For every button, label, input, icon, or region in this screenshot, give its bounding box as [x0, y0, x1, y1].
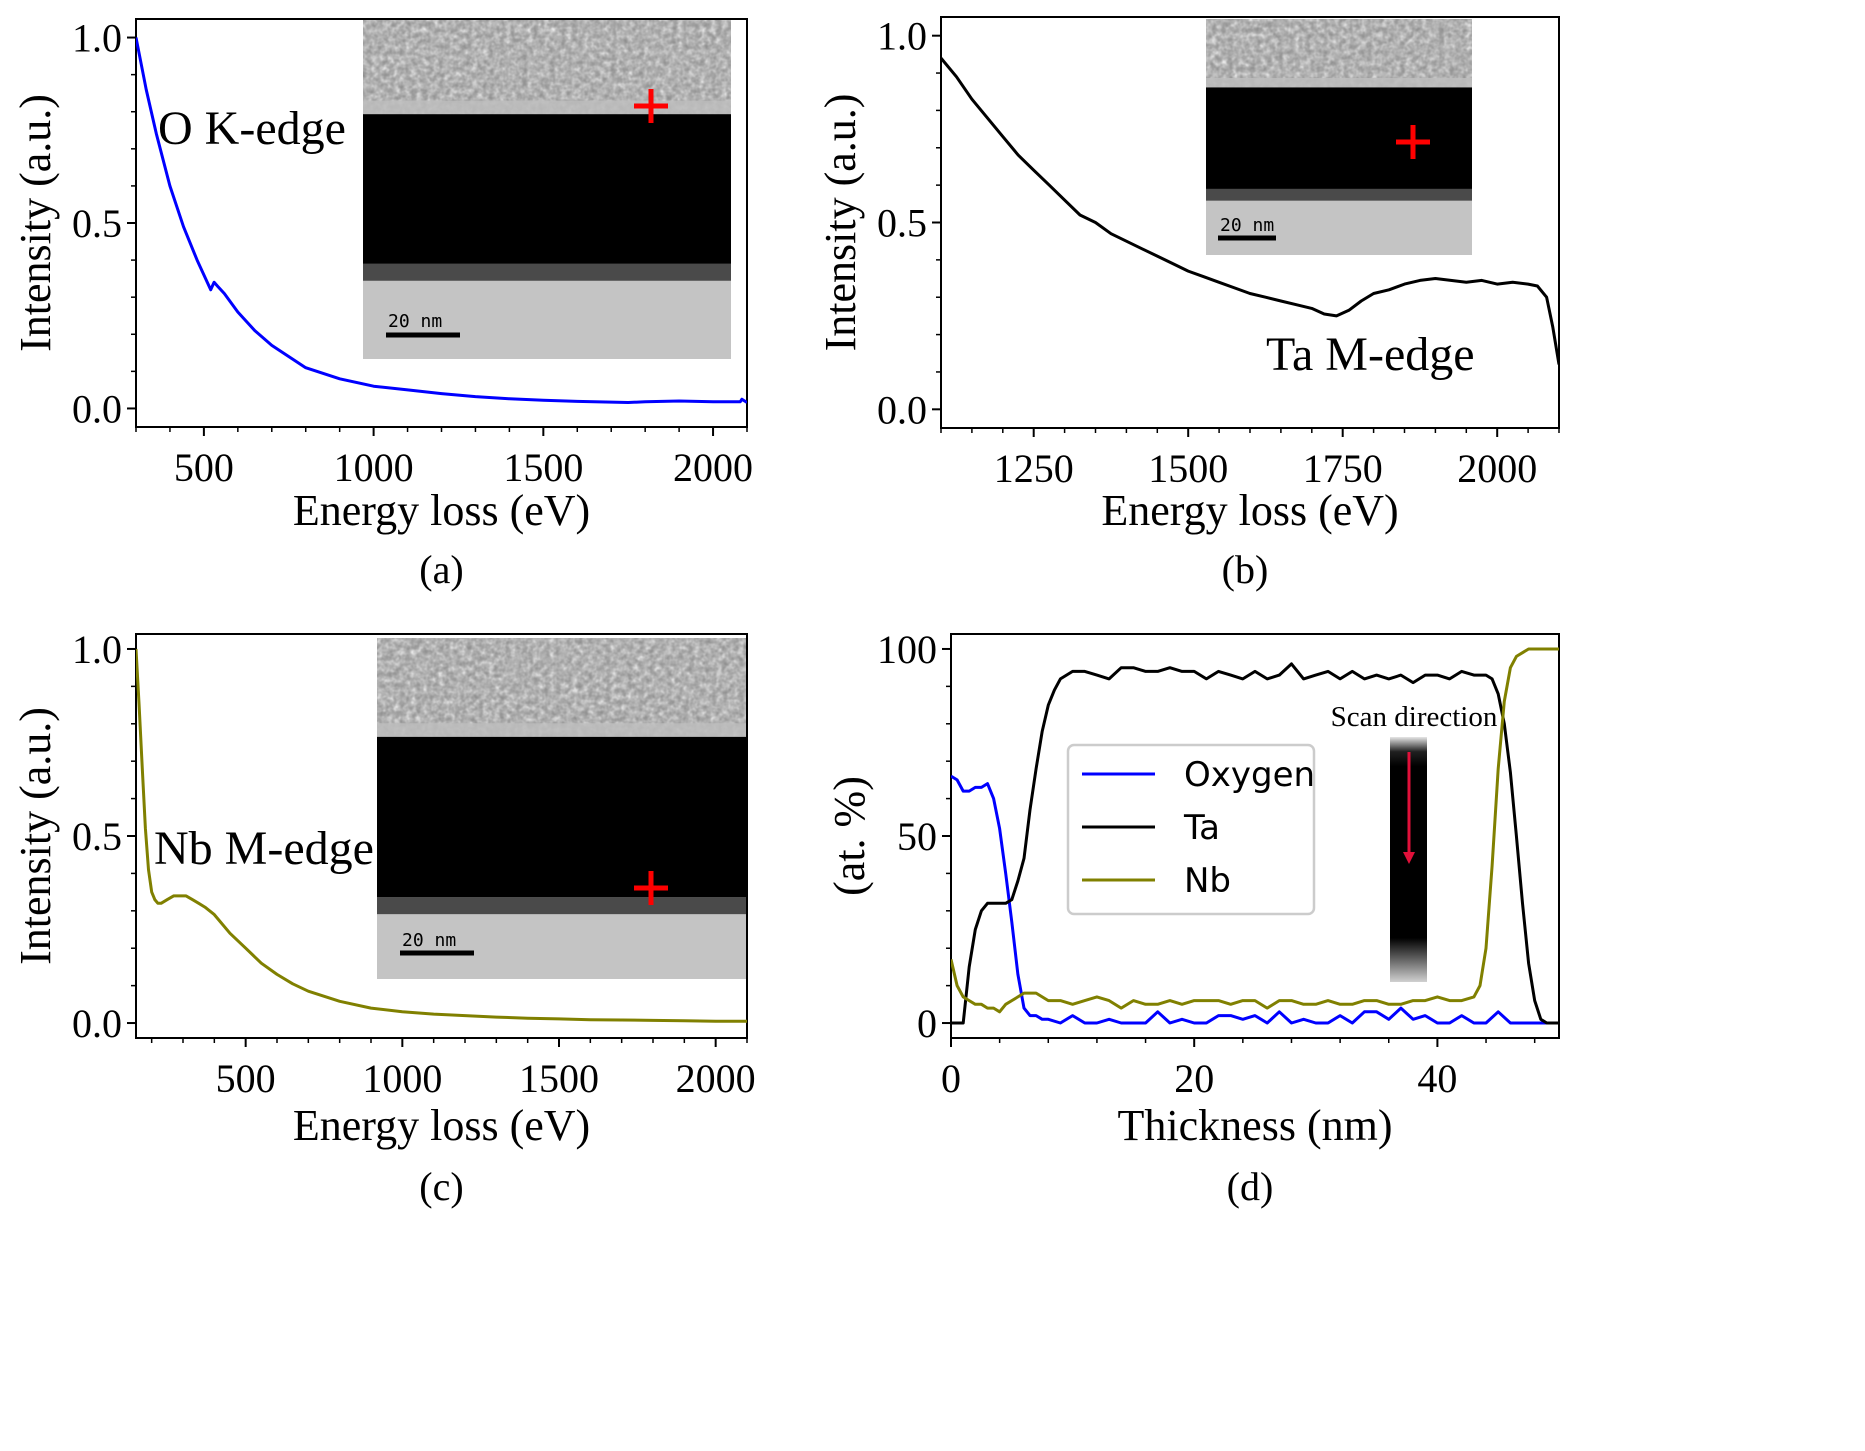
inset-interface-band	[1206, 188, 1472, 201]
panel-label: (c)	[419, 1164, 463, 1209]
y-axis-title: Intensity (a.u.)	[11, 707, 60, 965]
y-tick-label: 0	[917, 1001, 937, 1046]
series-line-nb	[951, 647, 1559, 1014]
scale-bar-label: 20 nm	[1220, 215, 1274, 236]
x-tick-label: 1000	[362, 1056, 442, 1101]
panel-label: (d)	[1227, 1164, 1274, 1209]
x-tick-label: 2000	[676, 1056, 756, 1101]
edge-annotation: Nb M-edge	[154, 822, 374, 875]
legend-label-oxygen: Oxygen	[1184, 755, 1315, 795]
red-cross-marker	[1396, 125, 1430, 159]
x-tick-label: 500	[216, 1056, 276, 1101]
red-cross-marker	[634, 871, 668, 905]
scan-arrow-head	[1403, 852, 1415, 864]
y-axis-title: (at. %)	[825, 776, 874, 896]
inset-top-layer	[377, 638, 746, 737]
series-line-b	[941, 57, 1559, 365]
legend-label-nb: Nb	[1184, 861, 1231, 901]
inset-film-layer	[1206, 87, 1472, 189]
tem-inset-image: 20 nm	[1206, 19, 1472, 255]
panel-a: 20 nm 500 1000 1500 2000 0.0 0.5 1.0 Energy loss…	[11, 16, 753, 592]
y-tick-label: 1.0	[72, 16, 122, 61]
y-tick-label: 50	[897, 814, 937, 859]
y-tick-label: 0.0	[877, 387, 927, 432]
x-tick-label: 20	[1174, 1056, 1214, 1101]
y-tick-label: 0.0	[72, 386, 122, 431]
inset-interface-band	[363, 263, 731, 281]
inset-substrate	[363, 280, 731, 359]
x-tick-label: 1750	[1303, 446, 1383, 491]
x-tick-label: 1500	[1148, 446, 1228, 491]
y-tick-label: 100	[877, 627, 937, 672]
series-line-ta	[951, 662, 1559, 1025]
x-tick-label: 2000	[1457, 446, 1537, 491]
x-tick-label: 1250	[994, 446, 1074, 491]
panel-d: 0 20 40 0 50 100 Thickness (nm) (at. %) (d) Oxyge…	[825, 627, 1560, 1209]
x-axis-title: Energy loss (eV)	[293, 1101, 590, 1150]
y-tick-label: 0.5	[877, 201, 927, 246]
y-tick-label: 0.0	[72, 1001, 122, 1046]
y-tick-label: 0.5	[72, 201, 122, 246]
scale-bar-label: 20 nm	[402, 930, 456, 951]
x-tick-label: 0	[941, 1056, 961, 1101]
y-tick-label: 0.5	[72, 814, 122, 859]
inset-substrate	[377, 914, 746, 979]
series-line-oxygen	[951, 774, 1559, 1025]
tem-inset-image: 20 nm	[377, 638, 746, 979]
inset-interface-band	[377, 897, 746, 915]
legend-box	[1066, 743, 1316, 916]
x-tick-label: 1500	[503, 445, 583, 490]
inset-film-layer	[377, 736, 746, 898]
inset-bright-band	[377, 723, 746, 741]
x-tick-label: 2000	[673, 445, 753, 490]
panel-label: (a)	[419, 547, 463, 592]
x-tick-label: 1500	[519, 1056, 599, 1101]
inset-top-layer	[1206, 19, 1472, 88]
y-tick-label: 1.0	[72, 627, 122, 672]
x-tick-label: 1000	[334, 445, 414, 490]
y-axis-title: Intensity (a.u.)	[11, 94, 60, 352]
red-cross-marker	[634, 89, 668, 123]
inset-bright-band	[1206, 78, 1472, 90]
tem-inset-image: 20 nm	[363, 19, 731, 359]
x-tick-label: 500	[174, 445, 234, 490]
edge-annotation: Ta M-edge	[1266, 328, 1475, 381]
y-tick-label: 1.0	[877, 14, 927, 59]
panel-c: 20 nm 500 1000 1500 2000 0.0 0.5 1.0 Energy loss…	[11, 627, 756, 1209]
scan-direction-label: Scan direction	[1331, 701, 1498, 733]
inset-top-layer	[363, 19, 731, 115]
panel-label: (b)	[1222, 547, 1269, 592]
y-axis-title: Intensity (a.u.)	[816, 94, 865, 352]
edge-annotation: O K-edge	[158, 102, 346, 155]
inset-substrate	[1206, 200, 1472, 255]
x-axis-title: Energy loss (eV)	[293, 486, 590, 535]
x-axis-title: Thickness (nm)	[1118, 1101, 1393, 1150]
legend-label-ta: Ta	[1183, 808, 1220, 848]
panel-b: 20 nm 1250 1500 1750 2000 0.0 0.5 1.0 Energy los…	[816, 14, 1560, 592]
x-tick-label: 40	[1417, 1056, 1457, 1101]
legend: Oxygen Ta Nb	[1066, 743, 1316, 916]
series-line-c	[136, 648, 747, 1023]
series-line-a	[136, 37, 747, 404]
x-axis-title: Energy loss (eV)	[1101, 486, 1398, 535]
scan-direction-inset: Scan direction	[1331, 701, 1498, 982]
scale-bar-label: 20 nm	[388, 311, 442, 332]
inset-film-layer	[363, 114, 731, 264]
